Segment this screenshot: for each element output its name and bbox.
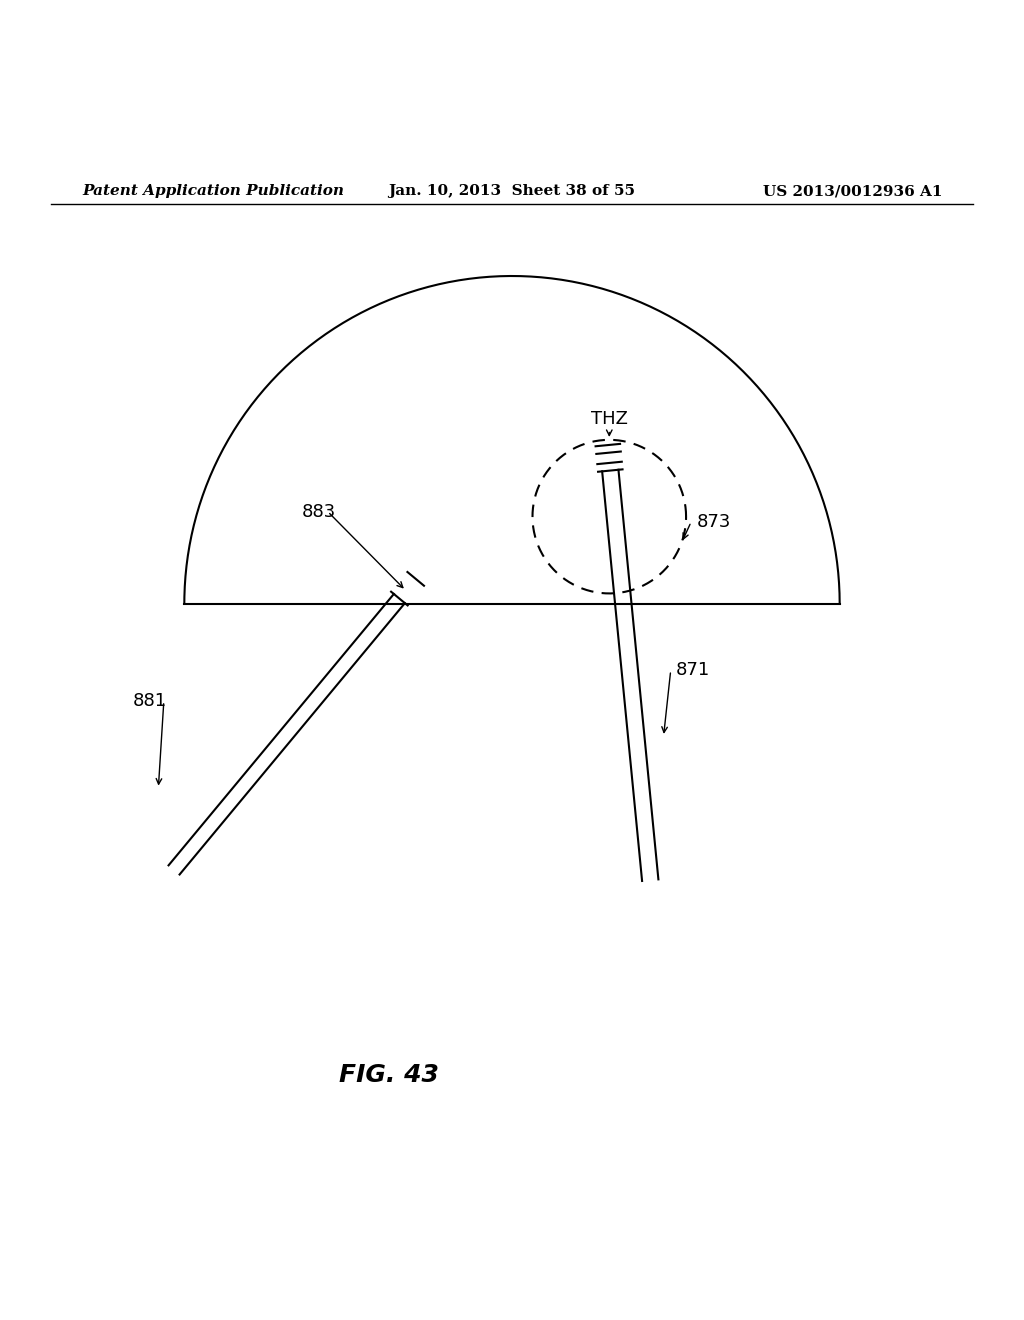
Text: THZ: THZ	[591, 409, 628, 428]
Text: 883: 883	[302, 503, 336, 520]
Text: Jan. 10, 2013  Sheet 38 of 55: Jan. 10, 2013 Sheet 38 of 55	[388, 183, 636, 198]
Text: FIG. 43: FIG. 43	[339, 1063, 439, 1086]
Text: US 2013/0012936 A1: US 2013/0012936 A1	[763, 183, 942, 198]
Text: 881: 881	[133, 692, 167, 710]
Text: 871: 871	[676, 661, 710, 680]
Text: Patent Application Publication: Patent Application Publication	[82, 183, 344, 198]
Text: 873: 873	[696, 512, 731, 531]
